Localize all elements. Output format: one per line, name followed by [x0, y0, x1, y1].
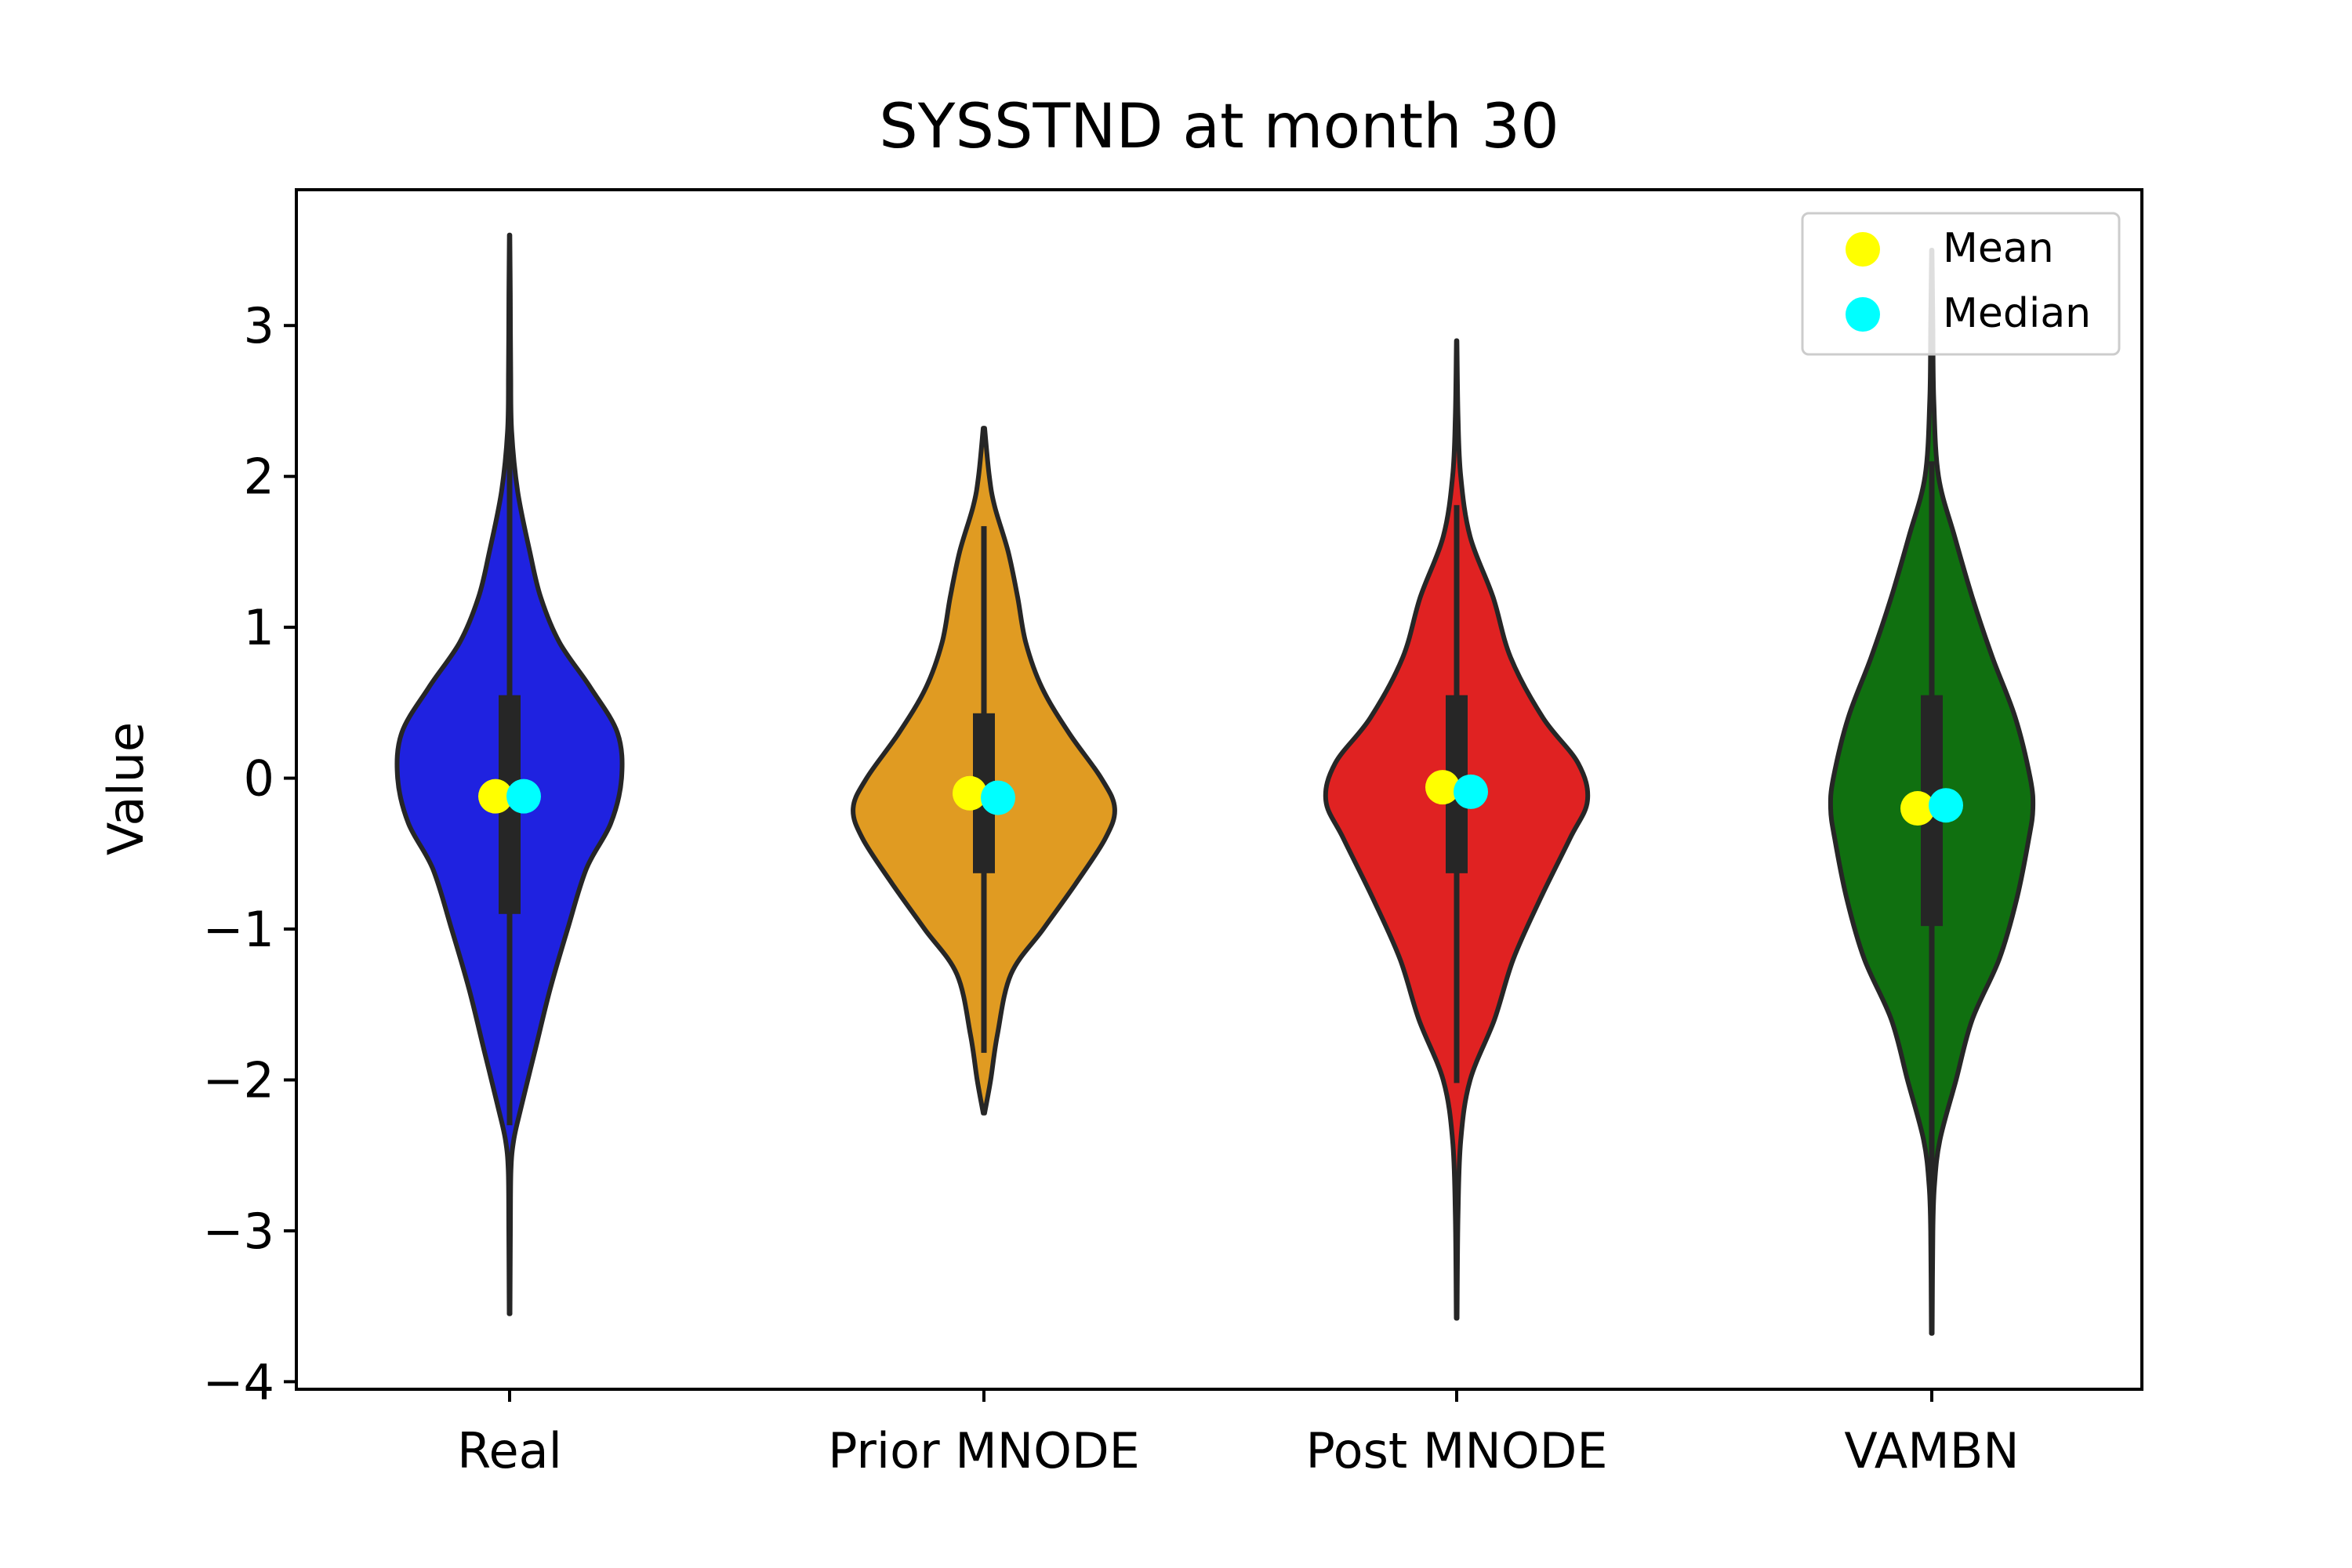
mean-marker — [1900, 791, 1935, 826]
y-tick-label: −4 — [203, 1353, 274, 1410]
y-tick-label: −3 — [203, 1203, 274, 1260]
violins-layer — [394, 232, 2036, 1336]
median-marker — [981, 780, 1015, 815]
y-axis-label: Value — [97, 722, 154, 855]
y-tick-label: −2 — [203, 1051, 274, 1109]
chart-title: SYSSTND at month 30 — [879, 92, 1559, 162]
mean-marker — [478, 779, 513, 814]
legend-mean-marker — [1846, 232, 1880, 267]
x-tick-label: Post MNODE — [1305, 1422, 1607, 1479]
y-tick-label: 0 — [244, 750, 274, 808]
y-axis: −4 −3 −2 −1 0 1 2 3 — [203, 297, 296, 1410]
y-tick-label: 2 — [244, 448, 274, 506]
legend-mean-label: Mean — [1943, 225, 2054, 272]
y-tick-label: −1 — [203, 901, 274, 958]
y-tick-label: 3 — [244, 297, 274, 354]
legend-median-marker — [1846, 297, 1880, 332]
x-axis: Real Prior MNODE Post MNODE VAMBN — [457, 1389, 2020, 1479]
x-tick-label: VAMBN — [1844, 1422, 2019, 1479]
median-marker — [1929, 788, 1963, 823]
plot-frame — [295, 188, 2143, 1391]
x-tick-label: Real — [457, 1422, 562, 1479]
mean-marker — [953, 775, 987, 811]
median-marker — [506, 779, 541, 814]
legend: Mean Median — [1801, 212, 2121, 356]
median-marker — [1454, 774, 1488, 809]
legend-box — [1801, 212, 2121, 356]
legend-median-label: Median — [1943, 290, 2091, 337]
mean-marker — [1425, 770, 1460, 805]
x-tick-label: Prior MNODE — [828, 1422, 1140, 1479]
y-tick-label: 1 — [244, 599, 274, 656]
